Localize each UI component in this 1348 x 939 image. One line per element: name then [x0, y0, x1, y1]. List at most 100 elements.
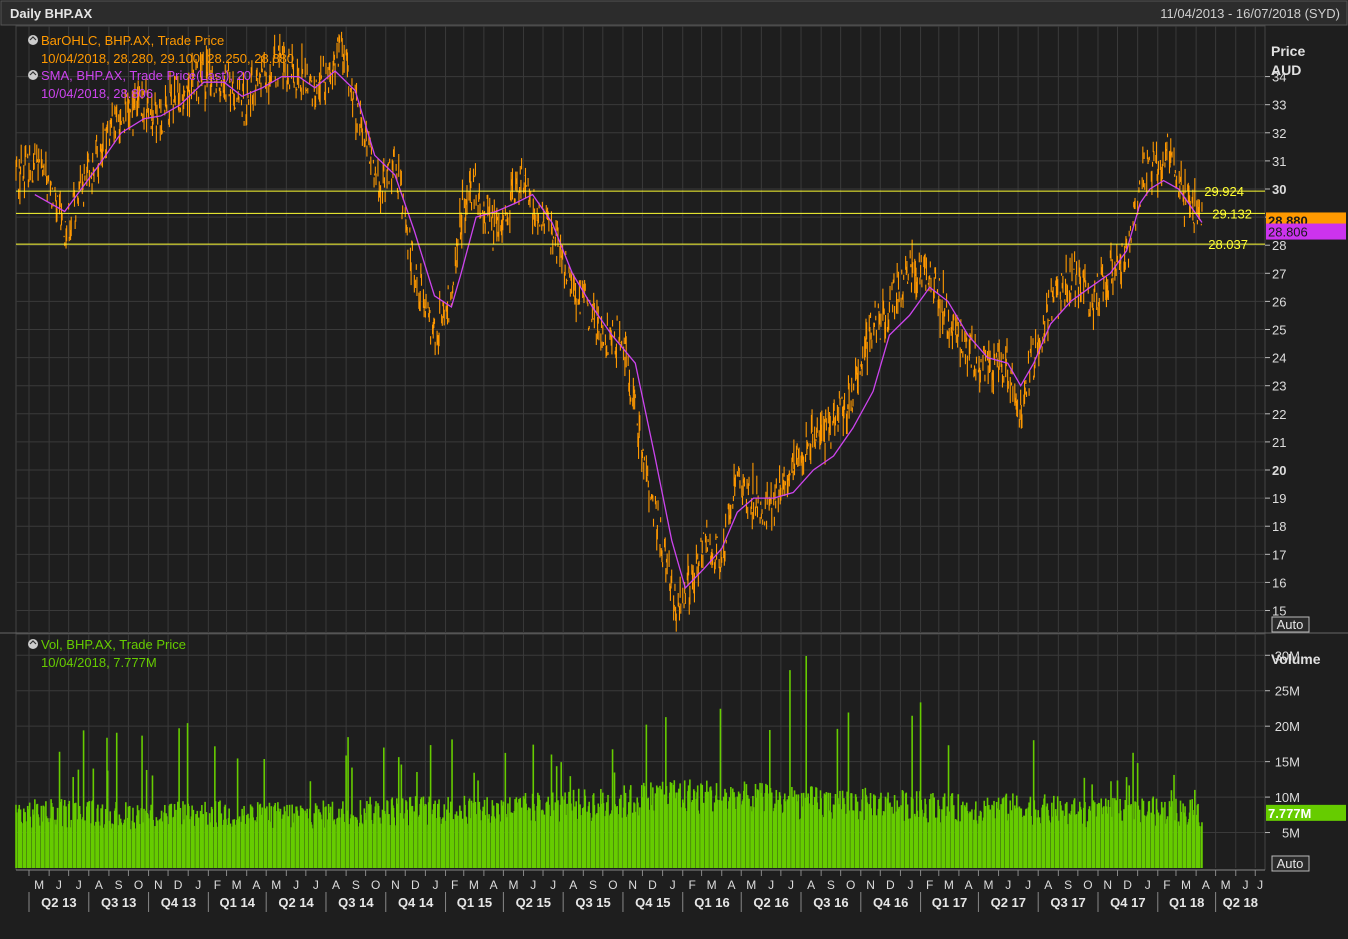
month-label: J [1257, 878, 1263, 892]
month-label: F [1163, 878, 1170, 892]
price-tick-label: 23 [1272, 379, 1286, 394]
quarter-label: Q3 13 [101, 895, 136, 910]
level-label: 29.132 [1212, 206, 1252, 221]
quarter-label: Q2 14 [278, 895, 314, 910]
month-label: J [1025, 878, 1031, 892]
sma-tag [1266, 223, 1346, 240]
price-tick-label: 27 [1272, 266, 1286, 281]
month-label: J [1243, 878, 1249, 892]
volume-tick-label: 5M [1282, 826, 1300, 841]
volume-tick-label: 15M [1275, 755, 1300, 770]
quarter-label: Q4 15 [635, 895, 670, 910]
month-label: J [1145, 878, 1151, 892]
month-label: F [688, 878, 695, 892]
quarter-label: Q1 15 [457, 895, 492, 910]
volume-tick-label: 10M [1275, 790, 1300, 805]
month-label: F [926, 878, 933, 892]
month-label: D [648, 878, 657, 892]
window-title: Daily BHP.AX [10, 6, 92, 21]
sma-line [34, 70, 1203, 590]
price-auto-label: Auto [1277, 617, 1304, 632]
price-legend[interactable]: BarOHLC, BHP.AX, Trade Price 10/04/2018,… [28, 33, 294, 101]
quarter-label: Q2 17 [991, 895, 1026, 910]
month-label: S [352, 878, 360, 892]
chevron-up-icon [29, 36, 37, 41]
quarter-label: Q3 17 [1050, 895, 1085, 910]
volume-tick-label: 20M [1275, 719, 1300, 734]
volume-legend-values: 10/04/2018, 7.777M [41, 655, 157, 670]
month-label: A [807, 878, 815, 892]
month-label: J [195, 878, 201, 892]
month-label: M [469, 878, 479, 892]
month-label: N [391, 878, 400, 892]
month-label: M [746, 878, 756, 892]
price-tick-label: 22 [1272, 407, 1286, 422]
ohlc-legend-name: BarOHLC, BHP.AX, Trade Price [41, 33, 224, 48]
month-label: M [271, 878, 281, 892]
last-volume-tag-label: 7.777M [1268, 806, 1311, 821]
quarter-label: Q2 18 [1223, 895, 1258, 910]
price-axis-unit: AUD [1271, 62, 1301, 78]
sma-legend-values: 10/04/2018, 28.806 [41, 86, 153, 101]
quarter-label: Q3 14 [338, 895, 374, 910]
sma-legend-name: SMA, BHP.AX, Trade Price(Last), 20 [41, 68, 251, 83]
month-label: F [451, 878, 458, 892]
month-label: D [411, 878, 420, 892]
price-tick-label: 24 [1272, 351, 1286, 366]
price-tick-label: 34 [1272, 70, 1286, 85]
month-label: M [1221, 878, 1231, 892]
month-label: N [154, 878, 163, 892]
x-axis-band[interactable] [0, 870, 1348, 934]
volume-tick-label: 25M [1275, 684, 1300, 699]
quarter-label: Q2 16 [753, 895, 788, 910]
quarter-label: Q2 13 [41, 895, 76, 910]
price-auto-button[interactable]: Auto [1271, 616, 1310, 633]
month-label: O [1083, 878, 1092, 892]
volume-auto-label: Auto [1277, 856, 1304, 871]
volume-auto-button[interactable]: Auto [1271, 855, 1310, 872]
month-label: J [908, 878, 914, 892]
month-label: J [768, 878, 774, 892]
month-label: N [628, 878, 637, 892]
price-tick-label: 26 [1272, 294, 1286, 309]
month-label: J [670, 878, 676, 892]
month-label: A [727, 878, 735, 892]
month-label: J [56, 878, 62, 892]
chevron-up-icon [29, 640, 37, 645]
quarter-label: Q4 13 [161, 895, 196, 910]
legend-toggle-icon[interactable] [28, 70, 38, 80]
month-label: S [1064, 878, 1072, 892]
price-tick-label: 30 [1272, 182, 1286, 197]
legend-toggle-icon[interactable] [28, 35, 38, 45]
month-label: D [174, 878, 183, 892]
month-label: M [944, 878, 954, 892]
month-label: N [866, 878, 875, 892]
month-label: O [134, 878, 143, 892]
volume-legend[interactable]: Vol, BHP.AX, Trade Price 10/04/2018, 7.7… [28, 637, 186, 670]
month-label: J [76, 878, 82, 892]
legend-toggle-icon[interactable] [28, 639, 38, 649]
ohlc-legend-values: 10/04/2018, 28.280, 29.100, 28.250, 28.8… [41, 51, 294, 66]
month-label: M [983, 878, 993, 892]
quarter-label: Q3 16 [813, 895, 848, 910]
price-tick-label: 25 [1272, 323, 1286, 338]
quarter-label: Q1 18 [1169, 895, 1204, 910]
month-label: M [707, 878, 717, 892]
month-label: J [293, 878, 299, 892]
sma-tag-label: 28.806 [1268, 225, 1308, 240]
month-label: S [115, 878, 123, 892]
volume-tick-label: 30M [1275, 648, 1300, 663]
price-tick-label: 31 [1272, 154, 1286, 169]
last-volume-tag [1266, 804, 1346, 821]
price-tick-label: 16 [1272, 575, 1286, 590]
price-tick-label: 21 [1272, 435, 1286, 450]
month-label: M [508, 878, 518, 892]
quarter-label: Q4 16 [873, 895, 908, 910]
month-label: M [232, 878, 242, 892]
price-tick-label: 33 [1272, 98, 1286, 113]
price-tick-label: 18 [1272, 519, 1286, 534]
month-label: M [34, 878, 44, 892]
price-tick-label: 15 [1272, 604, 1286, 619]
level-label: 28.037 [1208, 237, 1248, 252]
